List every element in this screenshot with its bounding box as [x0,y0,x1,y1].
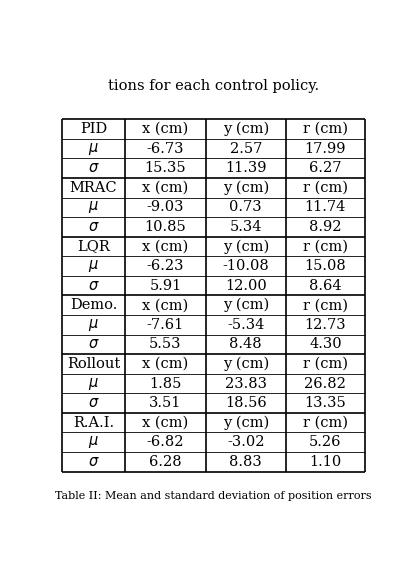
Text: $\mu$: $\mu$ [88,200,99,216]
Text: Table II: Mean and standard deviation of position errors: Table II: Mean and standard deviation of… [55,491,371,501]
Text: 1.10: 1.10 [309,455,342,469]
Text: $\sigma$: $\sigma$ [88,279,99,293]
Text: 5.26: 5.26 [309,435,342,449]
Text: y (cm): y (cm) [223,415,269,430]
Text: 4.30: 4.30 [309,337,342,351]
Text: y (cm): y (cm) [223,239,269,254]
Text: -6.23: -6.23 [147,259,184,273]
Text: $\mu$: $\mu$ [88,434,99,450]
Text: 11.39: 11.39 [225,161,267,175]
Text: r (cm): r (cm) [303,357,348,371]
Text: -7.61: -7.61 [147,318,184,332]
Text: 23.83: 23.83 [225,376,267,391]
Text: 11.74: 11.74 [305,200,346,214]
Text: Rollout: Rollout [67,357,120,371]
Text: -6.82: -6.82 [147,435,184,449]
Text: 13.35: 13.35 [305,396,346,410]
Text: MRAC: MRAC [70,181,117,195]
Text: 12.73: 12.73 [305,318,346,332]
Text: r (cm): r (cm) [303,181,348,195]
Text: 15.35: 15.35 [145,161,186,175]
Text: 6.27: 6.27 [309,161,342,175]
Text: $\mu$: $\mu$ [88,317,99,333]
Text: $\sigma$: $\sigma$ [88,161,99,175]
Text: 8.83: 8.83 [229,455,262,469]
Text: x (cm): x (cm) [142,298,188,312]
Text: 6.28: 6.28 [149,455,182,469]
Text: 10.85: 10.85 [145,220,186,234]
Text: -10.08: -10.08 [223,259,269,273]
Text: r (cm): r (cm) [303,240,348,253]
Text: 5.91: 5.91 [149,279,182,293]
Text: 8.92: 8.92 [309,220,342,234]
Text: tions for each control policy.: tions for each control policy. [108,80,319,93]
Text: 15.08: 15.08 [305,259,346,273]
Text: 8.64: 8.64 [309,279,342,293]
Text: 17.99: 17.99 [305,142,346,156]
Text: -6.73: -6.73 [147,142,184,156]
Text: 12.00: 12.00 [225,279,267,293]
Text: 3.51: 3.51 [149,396,182,410]
Text: 26.82: 26.82 [305,376,346,391]
Text: x (cm): x (cm) [142,240,188,253]
Text: x (cm): x (cm) [142,357,188,371]
Text: -9.03: -9.03 [147,200,184,214]
Text: $\mu$: $\mu$ [88,258,99,274]
Text: $\mu$: $\mu$ [88,141,99,157]
Text: 8.48: 8.48 [230,337,262,351]
Text: 5.34: 5.34 [230,220,262,234]
Text: x (cm): x (cm) [142,181,188,195]
Text: r (cm): r (cm) [303,298,348,312]
Text: $\mu$: $\mu$ [88,376,99,392]
Text: r (cm): r (cm) [303,122,348,136]
Text: y (cm): y (cm) [223,298,269,312]
Text: 5.53: 5.53 [149,337,182,351]
Text: Demo.: Demo. [70,298,117,312]
Text: y (cm): y (cm) [223,181,269,195]
Text: x (cm): x (cm) [142,122,188,136]
Text: r (cm): r (cm) [303,416,348,430]
Text: 2.57: 2.57 [230,142,262,156]
Text: PID: PID [80,122,107,136]
Text: y (cm): y (cm) [223,122,269,136]
Text: $\sigma$: $\sigma$ [88,337,99,351]
Text: 0.73: 0.73 [230,200,262,214]
Text: $\sigma$: $\sigma$ [88,220,99,234]
Text: 18.56: 18.56 [225,396,267,410]
Text: $\sigma$: $\sigma$ [88,396,99,410]
Text: -3.02: -3.02 [227,435,265,449]
Text: LQR: LQR [77,240,110,253]
Text: y (cm): y (cm) [223,357,269,371]
Text: R.A.I.: R.A.I. [73,416,114,430]
Text: x (cm): x (cm) [142,416,188,430]
Text: -5.34: -5.34 [227,318,265,332]
Text: $\sigma$: $\sigma$ [88,455,99,469]
Text: 1.85: 1.85 [149,376,182,391]
